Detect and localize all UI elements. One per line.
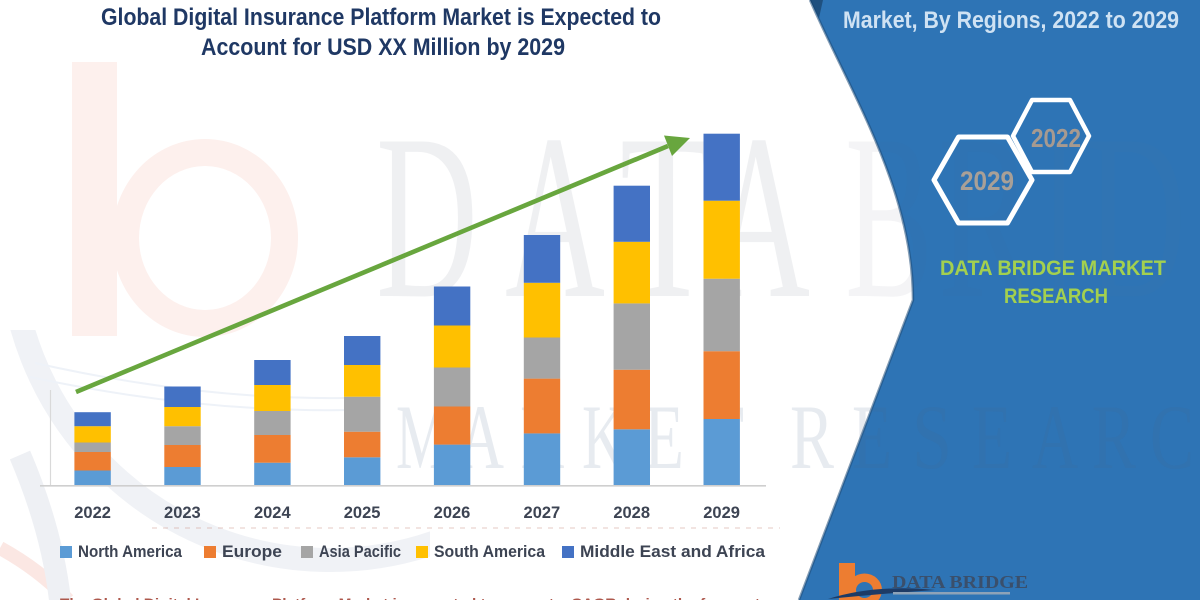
svg-text:DATA BRIDGE: DATA BRIDGE [892,572,1028,592]
svg-text:Europe: Europe [222,543,282,561]
svg-text:2022: 2022 [1031,123,1081,153]
svg-text:Account for USD XX Million by: Account for USD XX Million by 2029 [201,34,565,61]
svg-text:2028: 2028 [613,504,650,522]
svg-text:2029: 2029 [960,166,1014,196]
svg-text:South America: South America [434,543,546,561]
svg-text:R: R [790,386,834,488]
svg-text:DATA BRIDGE MARKET: DATA BRIDGE MARKET [940,257,1166,280]
svg-text:2023: 2023 [164,504,201,522]
svg-text:E: E [972,386,1012,488]
svg-text:2029: 2029 [703,504,740,522]
svg-text:E: E [852,386,892,488]
svg-text:2026: 2026 [434,504,471,522]
svg-text:E: E [644,386,684,488]
svg-text:2024: 2024 [254,504,292,522]
svg-text:2022: 2022 [74,504,111,522]
svg-text:2025: 2025 [344,504,381,522]
svg-text:R: R [1092,386,1136,488]
svg-text:Middle East and Africa: Middle East and Africa [580,543,766,561]
svg-text:Market, By Regions, 2022 to 20: Market, By Regions, 2022 to 2029 [843,7,1179,34]
svg-text:A: A [1032,386,1078,488]
svg-text:The Global Digital Insurance P: The Global Digital Insurance Platform Ma… [60,596,761,600]
svg-text:C: C [1150,386,1194,488]
svg-text:2027: 2027 [524,504,561,522]
svg-text:Asia Pacific: Asia Pacific [319,543,401,561]
svg-text:North America: North America [78,543,183,561]
svg-text:RESEARCH: RESEARCH [1004,285,1108,308]
svg-text:S: S [912,386,952,488]
svg-text:Global Digital Insurance Platf: Global Digital Insurance Platform Market… [101,4,661,31]
